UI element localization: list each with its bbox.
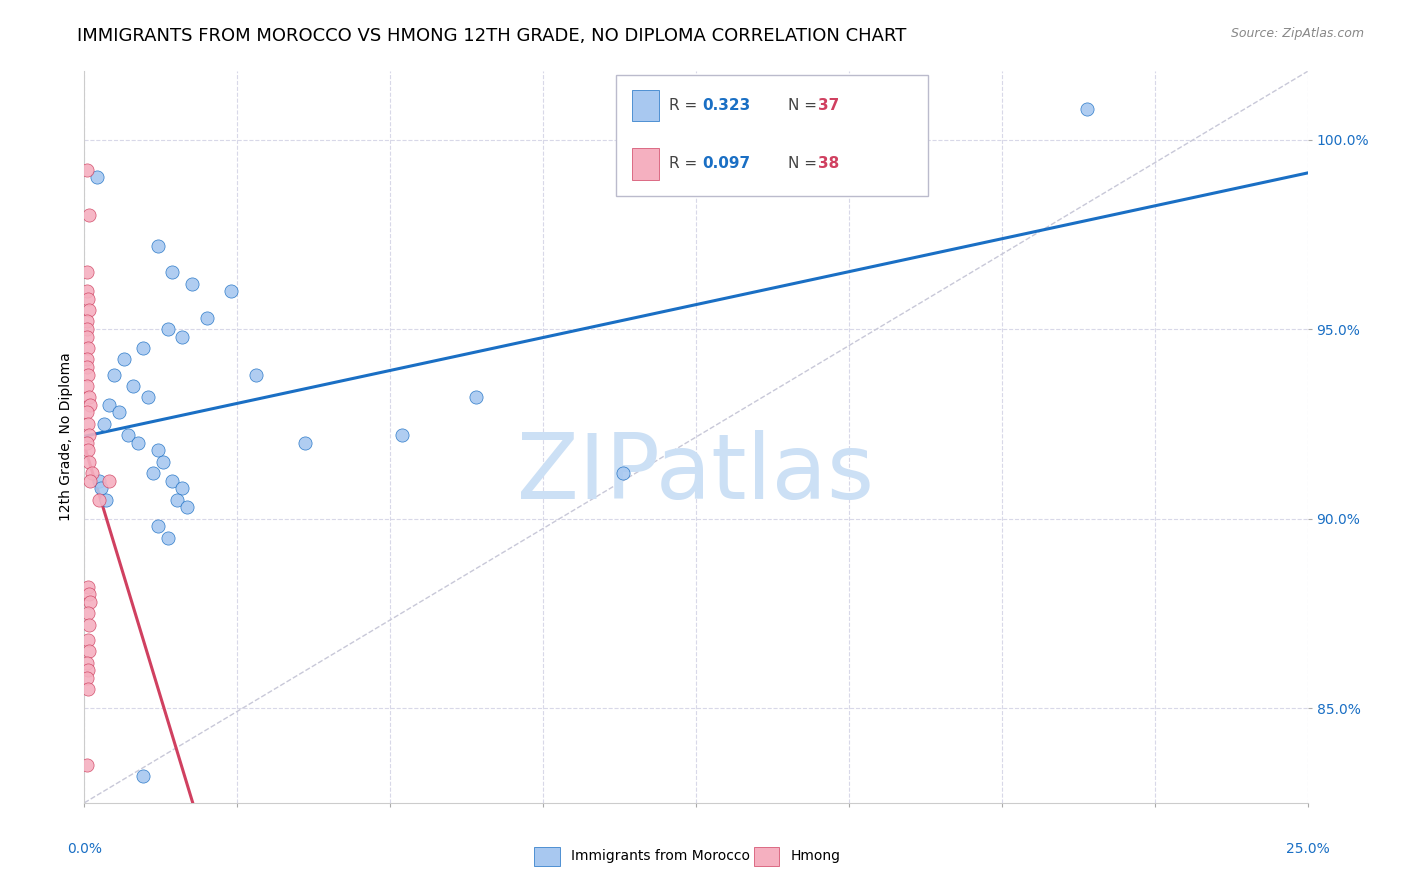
- Point: [79, 398, 101, 412]
- Y-axis label: 12th Grade, No Diploma: 12th Grade, No Diploma: [59, 352, 73, 522]
- Point: [76, 265, 98, 279]
- Text: ZIPatlas: ZIPatlas: [517, 430, 875, 517]
- Point: [391, 428, 413, 442]
- Point: [122, 379, 145, 393]
- Point: [77, 428, 100, 442]
- Text: 0.097: 0.097: [702, 156, 751, 171]
- Point: [156, 531, 179, 545]
- Point: [166, 492, 188, 507]
- Text: Hmong: Hmong: [790, 849, 841, 863]
- Text: 25.0%: 25.0%: [1285, 842, 1330, 855]
- Point: [77, 303, 100, 318]
- Point: [162, 474, 184, 488]
- Point: [77, 341, 100, 355]
- Point: [172, 481, 194, 495]
- Text: 0.0%: 0.0%: [67, 842, 101, 855]
- Point: [87, 474, 110, 488]
- Point: [76, 682, 98, 697]
- Point: [76, 368, 98, 382]
- Point: [294, 435, 316, 450]
- Point: [80, 466, 103, 480]
- Point: [79, 595, 101, 609]
- Point: [76, 379, 98, 393]
- Point: [77, 644, 100, 658]
- Point: [77, 580, 100, 594]
- Point: [77, 390, 100, 404]
- Point: [146, 519, 169, 533]
- Point: [77, 587, 100, 601]
- Point: [152, 455, 174, 469]
- Point: [93, 417, 115, 431]
- Point: [77, 455, 100, 469]
- Text: IMMIGRANTS FROM MOROCCO VS HMONG 12TH GRADE, NO DIPLOMA CORRELATION CHART: IMMIGRANTS FROM MOROCCO VS HMONG 12TH GR…: [77, 27, 907, 45]
- Point: [464, 390, 486, 404]
- Point: [79, 474, 101, 488]
- FancyBboxPatch shape: [616, 75, 928, 195]
- Point: [142, 466, 165, 480]
- Point: [127, 435, 149, 450]
- Point: [612, 466, 634, 480]
- Point: [132, 341, 155, 355]
- Point: [86, 170, 108, 185]
- Point: [76, 352, 98, 367]
- Text: 37: 37: [818, 98, 839, 113]
- Point: [77, 632, 100, 647]
- Point: [219, 284, 242, 298]
- Point: [76, 329, 98, 343]
- Point: [245, 368, 267, 382]
- Point: [77, 617, 100, 632]
- Text: Immigrants from Morocco: Immigrants from Morocco: [571, 849, 749, 863]
- Point: [136, 390, 159, 404]
- Point: [172, 329, 194, 343]
- Point: [162, 265, 184, 279]
- Point: [195, 310, 218, 325]
- Point: [146, 443, 169, 458]
- Point: [76, 322, 98, 336]
- Bar: [633, 148, 659, 179]
- Point: [132, 769, 155, 783]
- Point: [176, 500, 198, 515]
- Bar: [633, 90, 659, 121]
- Point: [77, 292, 100, 306]
- Point: [77, 663, 100, 677]
- Text: R =: R =: [669, 98, 702, 113]
- Point: [77, 417, 100, 431]
- Point: [76, 758, 98, 772]
- Point: [146, 238, 169, 252]
- Point: [76, 656, 98, 670]
- Point: [77, 443, 100, 458]
- Point: [90, 481, 112, 495]
- Point: [76, 314, 98, 328]
- Point: [96, 492, 118, 507]
- Point: [1076, 102, 1098, 116]
- Point: [117, 428, 139, 442]
- Point: [112, 352, 135, 367]
- Text: R =: R =: [669, 156, 702, 171]
- Point: [76, 284, 98, 298]
- Point: [156, 322, 179, 336]
- Text: N =: N =: [787, 98, 821, 113]
- Point: [76, 405, 98, 419]
- Point: [87, 492, 110, 507]
- Point: [77, 208, 100, 222]
- Point: [76, 359, 98, 374]
- Point: [76, 671, 98, 685]
- Point: [97, 398, 120, 412]
- Point: [97, 474, 120, 488]
- Point: [76, 162, 98, 177]
- Text: 0.323: 0.323: [702, 98, 751, 113]
- Text: N =: N =: [787, 156, 821, 171]
- Text: 38: 38: [818, 156, 839, 171]
- Point: [107, 405, 129, 419]
- Text: Source: ZipAtlas.com: Source: ZipAtlas.com: [1230, 27, 1364, 40]
- Point: [77, 607, 100, 621]
- Point: [181, 277, 204, 291]
- Point: [76, 435, 98, 450]
- Point: [103, 368, 125, 382]
